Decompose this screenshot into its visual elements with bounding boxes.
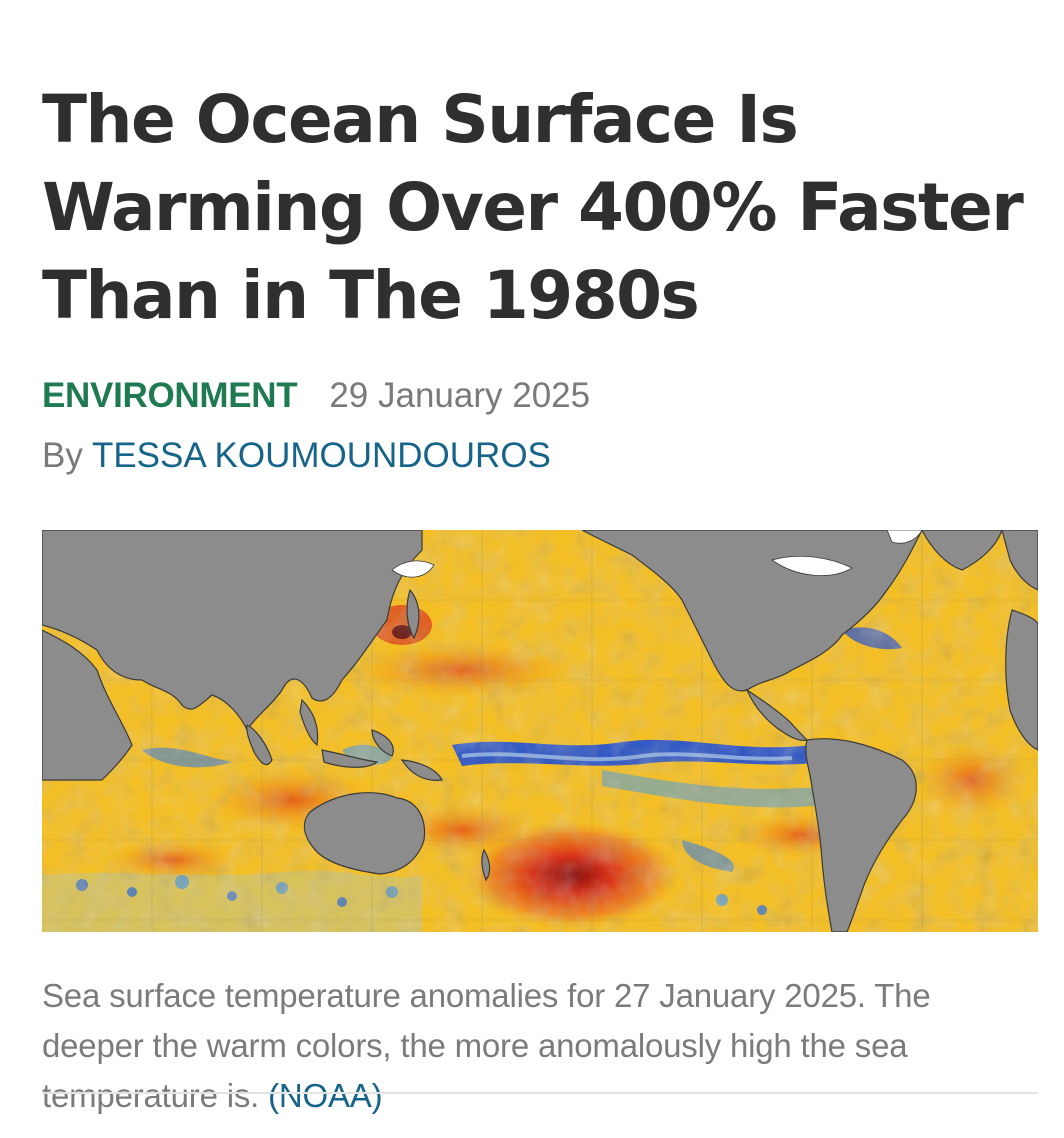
image-caption: Sea surface temperature anomalies for 27… [42, 971, 1038, 1121]
image-credit-link[interactable]: (NOAA) [268, 1077, 383, 1114]
article-headline: The Ocean Surface Is Warming Over 400% F… [42, 81, 1024, 334]
author-link[interactable]: TESSA KOUMOUNDOUROS [91, 436, 551, 475]
article-meta: ENVIRONMENT 29 January 2025 [42, 376, 590, 420]
byline-prefix: By [42, 436, 83, 475]
sst-anomaly-map-image [42, 530, 1038, 932]
publish-date: 29 January 2025 [329, 376, 591, 415]
byline: By TESSA KOUMOUNDOUROS [42, 436, 551, 476]
category-link[interactable]: ENVIRONMENT [42, 376, 298, 415]
caption-text: Sea surface temperature anomalies for 27… [42, 977, 931, 1114]
sea-surface-temperature-map [42, 530, 1038, 932]
divider [42, 1092, 1038, 1094]
